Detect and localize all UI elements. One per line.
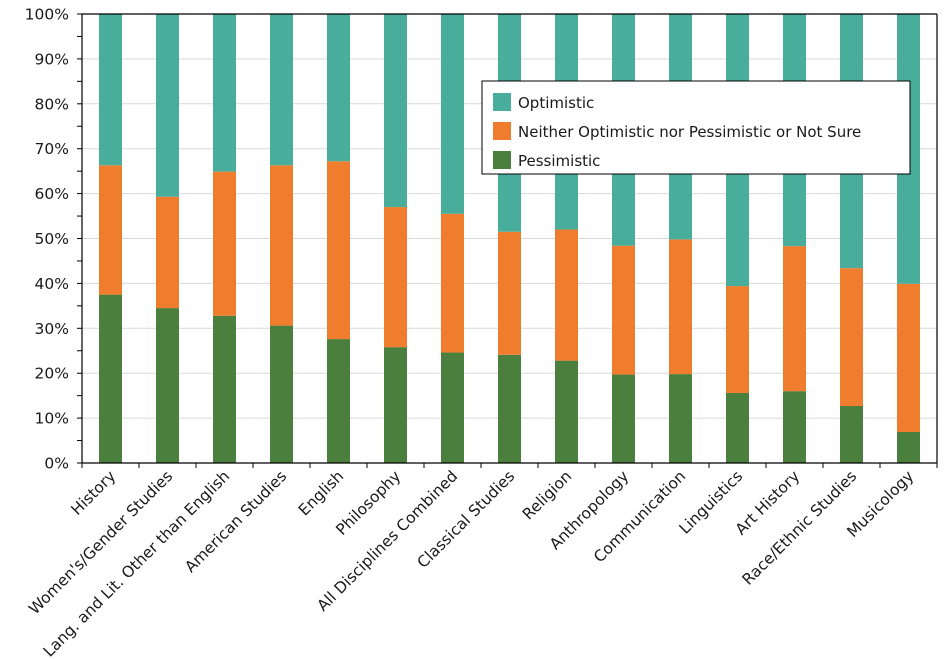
bar-segment-neither-optimistic-nor-pessimistic-or-not-sure (270, 165, 293, 326)
bar-segment-pessimistic (498, 354, 521, 463)
bar-segment-optimistic (384, 14, 407, 208)
bar-segment-neither-optimistic-nor-pessimistic-or-not-sure (555, 229, 578, 361)
bar-segment-neither-optimistic-nor-pessimistic-or-not-sure (213, 171, 236, 316)
bar-segment-pessimistic (897, 432, 920, 463)
y-tick-label: 40% (35, 275, 69, 293)
bar-segment-pessimistic (327, 339, 350, 463)
bar-segment-neither-optimistic-nor-pessimistic-or-not-sure (840, 268, 863, 406)
bar-segment-optimistic (99, 14, 122, 166)
bar-segment-neither-optimistic-nor-pessimistic-or-not-sure (612, 245, 635, 375)
legend-swatch (493, 122, 511, 140)
bar-segment-pessimistic (156, 308, 179, 463)
y-axis-ticks: 0% 10% 20% 30% 40% 50% 60% 70% 80% 90% 100% (25, 6, 82, 473)
y-tick-label: 50% (35, 230, 69, 248)
y-tick-label: 20% (35, 365, 69, 383)
x-category-label: American Studies (181, 467, 290, 576)
x-category-label: Classical Studies (414, 467, 519, 572)
bar-segment-optimistic (156, 14, 179, 197)
y-tick-label: 80% (35, 95, 69, 113)
bar-segment-pessimistic (612, 374, 635, 463)
bar-segment-neither-optimistic-nor-pessimistic-or-not-sure (726, 286, 749, 393)
legend-swatch (493, 93, 511, 111)
bar-segment-optimistic (441, 14, 464, 214)
bar-segment-pessimistic (384, 347, 407, 463)
bar-segment-pessimistic (213, 315, 236, 463)
x-category-label: English (295, 467, 347, 519)
bar-segment-pessimistic (726, 392, 749, 463)
legend-swatch (493, 151, 511, 169)
bar-segment-neither-optimistic-nor-pessimistic-or-not-sure (327, 161, 350, 340)
legend-box (481, 80, 911, 175)
bar-segment-pessimistic (99, 294, 122, 463)
y-tick-label: 70% (35, 140, 69, 158)
y-tick-label: 60% (35, 185, 69, 203)
legend-label: Optimistic (518, 94, 594, 112)
bar-segment-neither-optimistic-nor-pessimistic-or-not-sure (897, 283, 920, 433)
legend: Optimistic Neither Optimistic nor Pessimi… (481, 80, 911, 175)
x-category-label: Religion (519, 467, 575, 523)
bar-segment-neither-optimistic-nor-pessimistic-or-not-sure (669, 239, 692, 375)
bar-segment-pessimistic (270, 325, 293, 463)
y-tick-label: 10% (35, 410, 69, 428)
y-tick-label: 90% (35, 50, 69, 68)
bar-segment-pessimistic (783, 391, 806, 463)
bar-segment-pessimistic (441, 352, 464, 463)
bar-segment-neither-optimistic-nor-pessimistic-or-not-sure (156, 196, 179, 309)
x-category-label: History (68, 467, 120, 519)
bar-segment-pessimistic (840, 405, 863, 463)
bar-segment-optimistic (327, 14, 350, 162)
bar-segment-neither-optimistic-nor-pessimistic-or-not-sure (498, 231, 521, 355)
bar-segment-neither-optimistic-nor-pessimistic-or-not-sure (384, 207, 407, 348)
bar-segment-optimistic (213, 14, 236, 172)
bar-segment-neither-optimistic-nor-pessimistic-or-not-sure (99, 165, 122, 295)
y-tick-label: 100% (25, 6, 69, 24)
bar-segment-pessimistic (555, 360, 578, 463)
y-tick-label: 0% (44, 455, 69, 473)
bar-segment-optimistic (270, 14, 293, 166)
y-tick-label: 30% (35, 320, 69, 338)
legend-label: Pessimistic (518, 152, 600, 170)
bar-segment-pessimistic (669, 374, 692, 463)
bar-segment-neither-optimistic-nor-pessimistic-or-not-sure (441, 213, 464, 353)
legend-label: Neither Optimistic nor Pessimistic or No… (518, 123, 861, 141)
x-category-label: Race/Ethnic Studies (739, 467, 861, 589)
bars (99, 14, 920, 463)
bar-segment-neither-optimistic-nor-pessimistic-or-not-sure (783, 246, 806, 392)
